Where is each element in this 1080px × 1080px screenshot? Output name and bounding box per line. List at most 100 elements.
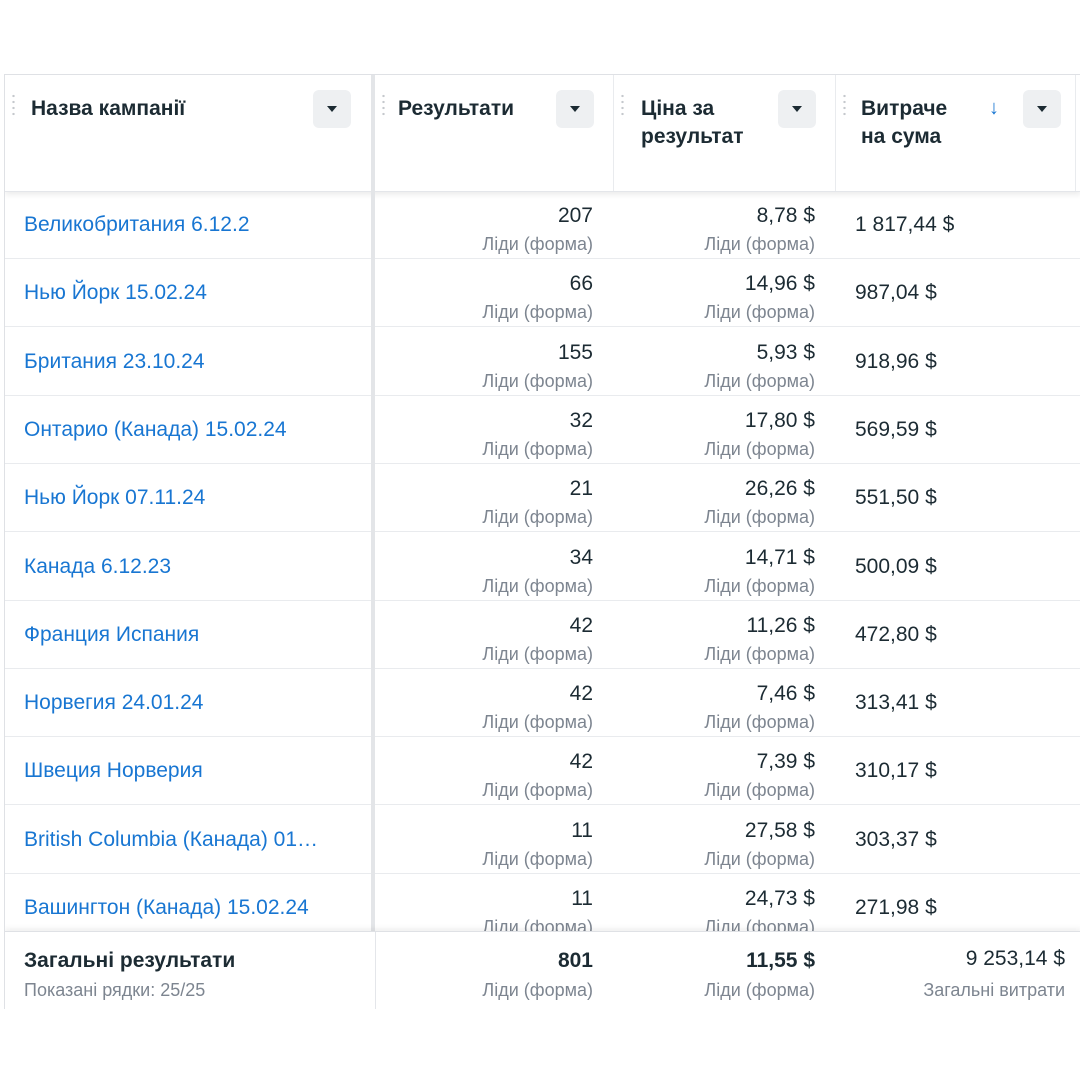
- amount-spent-value: 569,59 $: [855, 418, 937, 441]
- table-row[interactable]: Британия 23.10.24 155 Ліди (форма) 5,93 $ Лі…: [5, 328, 1080, 396]
- arrow-down-icon[interactable]: ↓: [989, 97, 999, 119]
- table-row[interactable]: Онтарио (Канада) 15.02.24 32 Ліди (форма) 1…: [5, 396, 1080, 464]
- column-title-line: результат: [641, 125, 744, 148]
- cost-per-result-type: Ліди (форма): [704, 576, 815, 596]
- column-header-cost-per-result[interactable]: Ціна за результат: [613, 75, 835, 191]
- cost-per-result-type: Ліди (форма): [704, 302, 815, 322]
- cost-per-result-type: Ліди (форма): [704, 780, 815, 800]
- total-amount-spent-label: Загальні витрати: [923, 980, 1065, 1000]
- cost-per-result-type: Ліди (форма): [704, 439, 815, 459]
- column-menu-button-amount-spent[interactable]: [1023, 90, 1061, 128]
- amount-spent-value: 551,50 $: [855, 486, 937, 509]
- column-header-amount-spent[interactable]: Витраче на сума ↓: [835, 75, 1075, 191]
- column-title-cost-per-result: Ціна за результат: [641, 95, 743, 151]
- table-row[interactable]: Норвегия 24.01.24 42 Ліди (форма) 7,46 $ Лід…: [5, 669, 1080, 737]
- table-row[interactable]: British Columbia (Канада) 01… 11 Ліди (фор…: [5, 806, 1080, 874]
- results-type: Ліди (форма): [482, 439, 593, 459]
- campaign-name-link[interactable]: Норвегия 24.01.24: [24, 691, 204, 714]
- results-type: Ліди (форма): [482, 371, 593, 391]
- campaign-name-link[interactable]: Британия 23.10.24: [24, 350, 205, 373]
- results-value: 42: [569, 750, 593, 773]
- cost-per-result-value: 14,71 $: [744, 546, 815, 569]
- cost-per-result-type: Ліди (форма): [704, 507, 815, 527]
- results-value: 42: [569, 682, 593, 705]
- campaign-name-link[interactable]: Онтарио (Канада) 15.02.24: [24, 418, 287, 441]
- campaign-name-link[interactable]: Нью Йорк 07.11.24: [24, 486, 206, 509]
- results-value: 66: [569, 272, 593, 295]
- cost-per-result-value: 11,26 $: [746, 614, 815, 637]
- cost-per-result-value: 7,46 $: [756, 682, 815, 705]
- results-type: Ліди (форма): [482, 917, 593, 931]
- drag-handle-icon[interactable]: [843, 93, 846, 119]
- results-type: Ліди (форма): [482, 780, 593, 800]
- pinned-column-divider[interactable]: [371, 75, 375, 931]
- table-row[interactable]: Канада 6.12.23 34 Ліди (форма) 14,71 $ Ліди …: [5, 533, 1080, 601]
- table-row[interactable]: Франция Испания 42 Ліди (форма) 11,26 $ Ліди…: [5, 601, 1080, 669]
- cost-per-result-type: Ліди (форма): [704, 712, 815, 732]
- campaign-name-link[interactable]: Франция Испания: [24, 623, 200, 646]
- column-header-campaign-name[interactable]: Назва кампанії: [5, 75, 371, 191]
- results-value: 155: [557, 341, 593, 364]
- table-row[interactable]: Вашингтон (Канада) 15.02.24 11 Ліди (форма…: [5, 874, 1080, 931]
- results-type: Ліди (форма): [482, 576, 593, 596]
- campaign-table: Назва кампанії Результати Ціна за резуль…: [4, 74, 1080, 1009]
- results-value: 42: [569, 614, 593, 637]
- amount-spent-value: 500,09 $: [855, 555, 937, 578]
- cost-per-result-value: 17,80 $: [744, 409, 815, 432]
- amount-spent-value: 310,17 $: [855, 759, 937, 782]
- results-type: Ліди (форма): [482, 644, 593, 664]
- column-title-line: Витраче: [861, 97, 948, 120]
- column-title-amount-spent: Витраче на сума: [861, 95, 947, 151]
- total-cost-per-result: 11,55 $: [746, 949, 815, 972]
- cost-per-result-value: 14,96 $: [744, 272, 815, 295]
- rows-shown-count: Показані рядки: 25/25: [24, 980, 206, 1000]
- cost-per-result-type: Ліди (форма): [704, 371, 815, 391]
- results-type: Ліди (форма): [482, 507, 593, 527]
- drag-handle-icon[interactable]: [382, 93, 385, 119]
- table-body: Великобритания 6.12.2 207 Ліди (форма) 8,78…: [5, 191, 1080, 931]
- campaign-name-link[interactable]: Великобритания 6.12.2: [24, 213, 250, 236]
- column-title-campaign-name: Назва кампанії: [31, 97, 186, 120]
- results-type: Ліди (форма): [482, 849, 593, 869]
- column-title-results: Результати: [398, 97, 515, 120]
- divider: [375, 932, 376, 1009]
- campaign-name-link[interactable]: British Columbia (Канада) 01…: [24, 828, 319, 851]
- campaign-name-link[interactable]: Канада 6.12.23: [24, 555, 172, 578]
- total-amount-spent: 9 253,14 $: [965, 947, 1065, 970]
- cost-per-result-type: Ліди (форма): [704, 644, 815, 664]
- totals-title: Загальні результати: [24, 949, 236, 972]
- results-type: Ліди (форма): [482, 302, 593, 322]
- cost-per-result-value: 5,93 $: [756, 341, 815, 364]
- campaign-name-link[interactable]: Швеция Норверия: [24, 759, 203, 782]
- total-results: 801: [557, 949, 593, 972]
- table-row[interactable]: Нью Йорк 15.02.24 66 Ліди (форма) 14,96 $ Лі…: [5, 259, 1080, 327]
- campaign-name-link[interactable]: Нью Йорк 15.02.24: [24, 281, 207, 304]
- table-row[interactable]: Великобритания 6.12.2 207 Ліди (форма) 8,78…: [5, 191, 1080, 259]
- column-header-results[interactable]: Результати: [375, 75, 613, 191]
- column-menu-button-cost-per-result[interactable]: [778, 90, 816, 128]
- results-value: 34: [569, 546, 593, 569]
- results-value: 11: [571, 819, 593, 842]
- cost-per-result-value: 26,26 $: [744, 477, 815, 500]
- campaign-name-link[interactable]: Вашингтон (Канада) 15.02.24: [24, 896, 309, 919]
- table-header: Назва кампанії Результати Ціна за резуль…: [5, 75, 1080, 192]
- drag-handle-icon[interactable]: [12, 93, 15, 119]
- column-menu-button-results[interactable]: [556, 90, 594, 128]
- cost-per-result-value: 8,78 $: [756, 204, 815, 227]
- amount-spent-value: 918,96 $: [855, 350, 937, 373]
- column-menu-button-campaign-name[interactable]: [313, 90, 351, 128]
- table-row[interactable]: Швеция Норверия 42 Ліди (форма) 7,39 $ Ліди …: [5, 737, 1080, 805]
- results-value: 21: [569, 477, 593, 500]
- amount-spent-value: 303,37 $: [855, 828, 937, 851]
- totals-row: Загальні результати Показані рядки: 25/2…: [5, 931, 1080, 1009]
- cost-per-result-value: 7,39 $: [756, 750, 815, 773]
- table-row[interactable]: Нью Йорк 07.11.24 21 Ліди (форма) 26,26 $ Лі…: [5, 464, 1080, 532]
- drag-handle-icon[interactable]: [621, 93, 624, 119]
- total-cost-type: Ліди (форма): [704, 980, 815, 1000]
- cost-per-result-value: 27,58 $: [744, 819, 815, 842]
- cost-per-result-type: Ліди (форма): [704, 234, 815, 254]
- total-results-type: Ліди (форма): [482, 980, 593, 1000]
- results-value: 32: [569, 409, 593, 432]
- cost-per-result-value: 24,73 $: [744, 887, 815, 910]
- results-type: Ліди (форма): [482, 712, 593, 732]
